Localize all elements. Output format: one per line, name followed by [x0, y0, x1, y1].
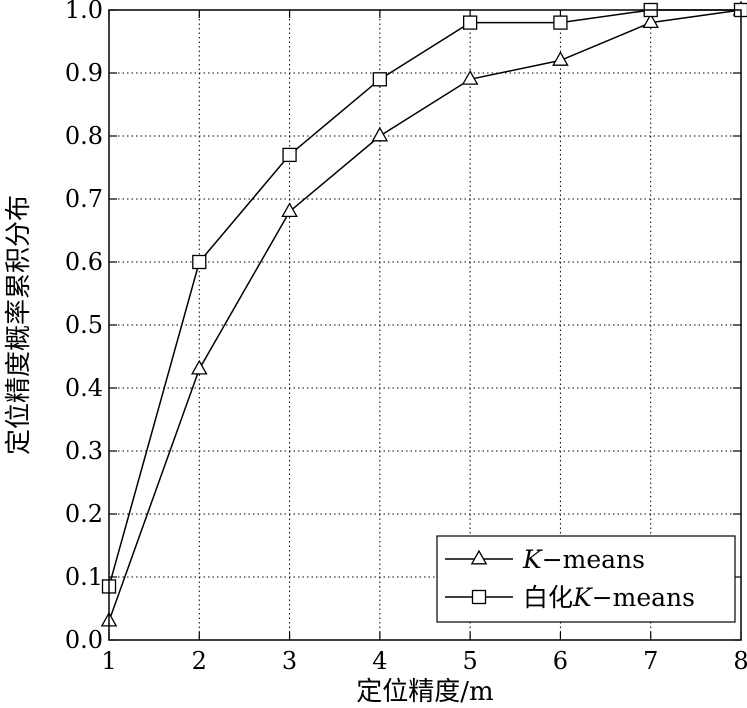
plot-frame [108, 9, 742, 641]
y-tick-label: 0.0 [65, 626, 103, 654]
legend-marker [471, 589, 487, 605]
y-tick-label: 0.8 [65, 122, 103, 150]
series-2-point [553, 15, 568, 30]
y-axis-label: 定位精度概率累积分布 [4, 195, 34, 455]
series-1-line [108, 9, 742, 622]
series-1-point [371, 126, 389, 142]
y-tick-label: 0.4 [65, 374, 103, 402]
y-tick-label: 0.3 [65, 437, 103, 465]
series-2-point [372, 72, 388, 87]
x-tick-label: 2 [192, 647, 207, 675]
y-tick-label: 0.7 [65, 185, 103, 213]
x-tick-label: 4 [372, 647, 387, 675]
legend-box [436, 535, 736, 623]
series-1-point [642, 13, 660, 29]
series-1-point [190, 359, 208, 375]
x-tick-label: 5 [463, 647, 478, 675]
y-tick-label: 1.0 [65, 0, 103, 24]
tick-labels: 1 2 3 4 5 6 7 8 0.0 0.1 0.2 0.3 0.4 0.5 0.6 0.7 0.8 0.9 1.… [65, 0, 747, 675]
legend-label: K−means [522, 545, 645, 574]
series-1-point [552, 51, 569, 66]
series-1-point [281, 202, 298, 218]
legend-label: 白化K−means [523, 583, 695, 612]
x-tick-label: 6 [553, 647, 568, 675]
series-2-point [192, 254, 207, 270]
x-axis-label: 定位精度/m [356, 677, 493, 707]
series-2-point [282, 147, 297, 163]
x-tick-label: 3 [282, 647, 297, 675]
legend-marker [470, 549, 488, 565]
y-tick-label: 0.9 [65, 59, 103, 87]
y-tick-label: 0.2 [65, 500, 103, 528]
x-tick-label: 8 [733, 647, 747, 675]
x-tick-label: 1 [101, 647, 116, 675]
series-2-line [108, 9, 741, 587]
legend-entries: K−means 白化K−means [445, 545, 695, 612]
series-1-point [461, 69, 479, 85]
series-2-point [462, 15, 478, 30]
legend-entry: K−means [445, 545, 645, 574]
x-tick-label: 7 [643, 647, 658, 675]
y-tick-label: 0.1 [65, 563, 103, 591]
legend: K−means 白化K−means [436, 535, 736, 623]
legend-entry: 白化K−means [445, 583, 695, 612]
y-tick-label: 0.6 [65, 248, 103, 276]
y-tick-label: 0.5 [65, 311, 103, 339]
